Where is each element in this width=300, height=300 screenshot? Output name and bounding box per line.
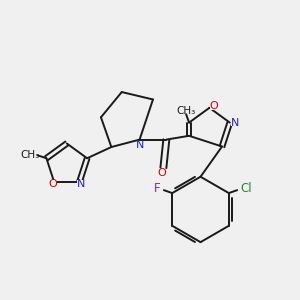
- Bar: [136, 142, 143, 148]
- Text: CH₃: CH₃: [176, 106, 196, 116]
- Text: O: O: [48, 179, 57, 189]
- Bar: [153, 185, 160, 192]
- Text: N: N: [231, 118, 239, 128]
- Text: CH₃: CH₃: [20, 150, 40, 160]
- Bar: [158, 169, 166, 175]
- Bar: [241, 185, 251, 192]
- Bar: [231, 119, 239, 126]
- Text: F: F: [153, 182, 160, 195]
- Bar: [77, 180, 84, 187]
- Text: O: O: [209, 101, 218, 111]
- Text: O: O: [158, 168, 166, 178]
- Text: N: N: [135, 140, 144, 150]
- Text: N: N: [77, 179, 85, 189]
- Bar: [49, 180, 57, 187]
- Text: Cl: Cl: [240, 182, 252, 195]
- Bar: [210, 103, 218, 110]
